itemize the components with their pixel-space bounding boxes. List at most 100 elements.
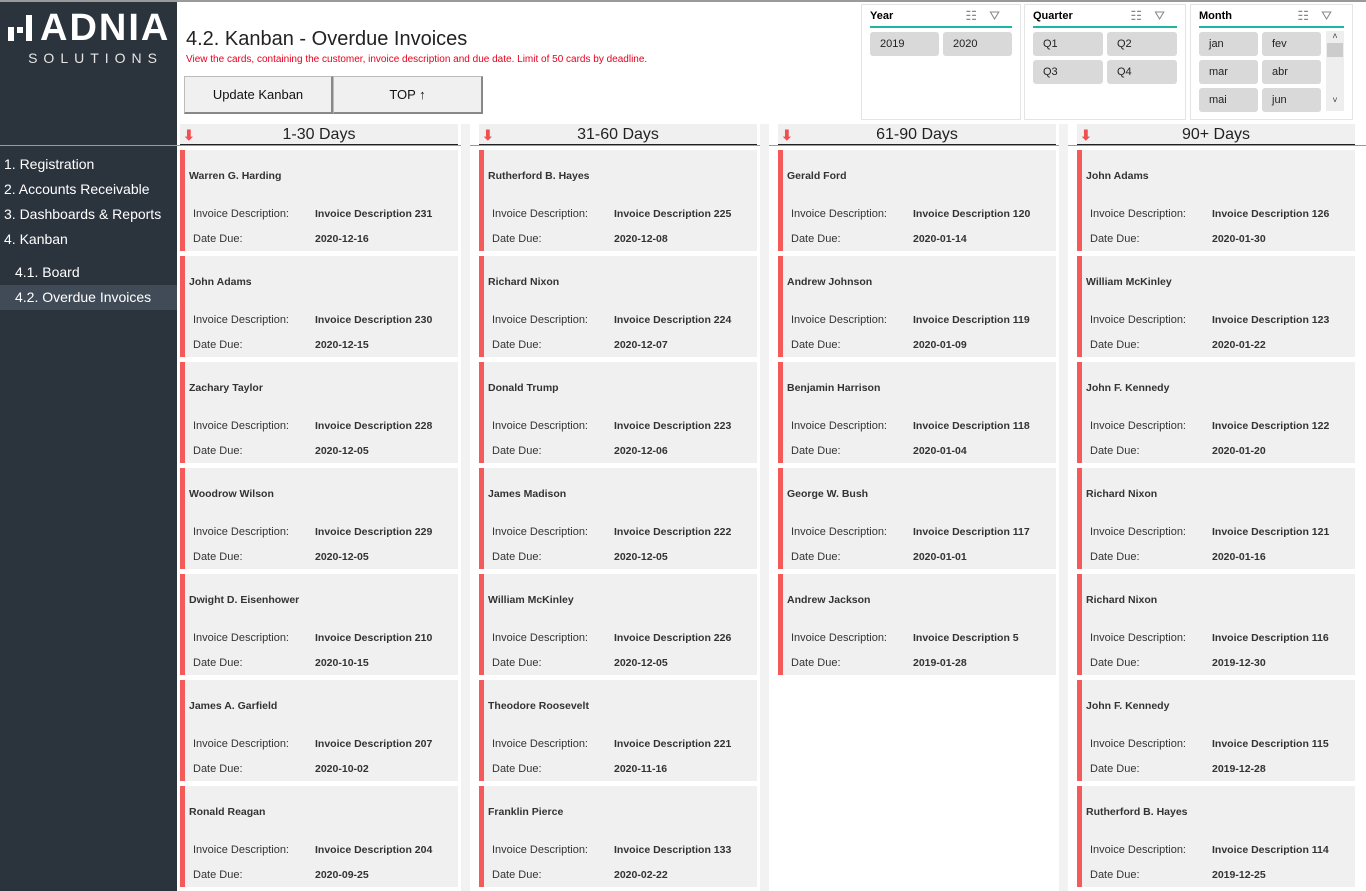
- invoice-description-label: Invoice Description:: [791, 314, 887, 326]
- invoice-description-value: Invoice Description 119: [913, 314, 1030, 326]
- slicer-option[interactable]: fev: [1262, 32, 1321, 56]
- customer-name: John Adams: [189, 276, 252, 288]
- slicer-option[interactable]: Q1: [1033, 32, 1103, 56]
- invoice-description-label: Invoice Description:: [492, 632, 588, 644]
- top-button[interactable]: TOP ↑: [333, 76, 483, 114]
- nav-item-dashboards[interactable]: 3. Dashboards & Reports: [4, 206, 162, 222]
- kanban-card[interactable]: Dwight D. Eisenhower Invoice Description:…: [180, 574, 458, 675]
- column-header: ⬇ 31-60 Days: [479, 124, 757, 145]
- slicer-option[interactable]: jun: [1262, 88, 1321, 112]
- date-due-label: Date Due:: [193, 869, 243, 881]
- clear-filter-icon[interactable]: ⛛: [1321, 8, 1344, 23]
- kanban-card[interactable]: Richard Nixon Invoice Description: Invoice…: [1077, 468, 1355, 569]
- nav-item-board[interactable]: 4.1. Board: [15, 264, 80, 280]
- date-due-value: 2020-12-16: [315, 233, 369, 245]
- kanban-card[interactable]: William McKinley Invoice Description: Invo…: [1077, 256, 1355, 357]
- scroll-down-icon[interactable]: ˅: [1332, 95, 1338, 105]
- customer-name: Richard Nixon: [1086, 488, 1158, 500]
- slicer-option[interactable]: jan: [1199, 32, 1258, 56]
- multi-select-icon[interactable]: ☷: [965, 8, 990, 23]
- date-due-label: Date Due:: [492, 657, 542, 669]
- invoice-description-label: Invoice Description:: [492, 526, 588, 538]
- kanban-card[interactable]: Zachary Taylor Invoice Description: Invoic…: [180, 362, 458, 463]
- kanban-card[interactable]: Richard Nixon Invoice Description: Invoice…: [1077, 574, 1355, 675]
- logo: ADNIA SOLUTIONS: [8, 8, 168, 66]
- kanban-card[interactable]: William McKinley Invoice Description: Invo…: [479, 574, 757, 675]
- nav-item-registration[interactable]: 1. Registration: [4, 156, 95, 172]
- slicer-option[interactable]: Q4: [1107, 60, 1177, 84]
- kanban-card[interactable]: Richard Nixon Invoice Description: Invoice…: [479, 256, 757, 357]
- kanban-card[interactable]: Ronald Reagan Invoice Description: Invoice…: [180, 786, 458, 887]
- page-title: 4.2. Kanban - Overdue Invoices: [186, 28, 468, 50]
- nav-item-accounts-receivable[interactable]: 2. Accounts Receivable: [4, 181, 150, 197]
- invoice-description-label: Invoice Description:: [193, 208, 289, 220]
- slicer-option[interactable]: abr: [1262, 60, 1321, 84]
- invoice-description-value: Invoice Description 133: [614, 844, 732, 856]
- slicer-option[interactable]: 2019: [870, 32, 939, 56]
- scroll-up-icon[interactable]: ˄: [1332, 31, 1338, 41]
- invoice-description-value: Invoice Description 225: [614, 208, 732, 220]
- clear-filter-icon[interactable]: ⛛: [989, 8, 1012, 23]
- invoice-description-value: Invoice Description 224: [614, 314, 732, 326]
- customer-name: Franklin Pierce: [488, 806, 564, 818]
- kanban-card[interactable]: Andrew Johnson Invoice Description: Invoic…: [778, 256, 1056, 357]
- clear-filter-icon[interactable]: ⛛: [1154, 8, 1177, 23]
- kanban-card[interactable]: John F. Kennedy Invoice Description: Invoi…: [1077, 680, 1355, 781]
- kanban-card[interactable]: George W. Bush Invoice Description: Invoic…: [778, 468, 1056, 569]
- invoice-description-label: Invoice Description:: [791, 526, 887, 538]
- invoice-description-label: Invoice Description:: [1090, 420, 1186, 432]
- column-header: ⬇ 90+ Days: [1077, 124, 1355, 145]
- nav-menu: 1. Registration 2. Accounts Receivable 3…: [0, 154, 177, 310]
- nav-item-overdue-invoices[interactable]: 4.2. Overdue Invoices: [0, 285, 177, 310]
- logo-subtext: SOLUTIONS: [28, 50, 163, 66]
- kanban-card[interactable]: Woodrow Wilson Invoice Description: Invoic…: [180, 468, 458, 569]
- invoice-description-label: Invoice Description:: [492, 420, 588, 432]
- multi-select-icon[interactable]: ☷: [1297, 8, 1322, 23]
- kanban-card[interactable]: James A. Garfield Invoice Description: Inv…: [180, 680, 458, 781]
- invoice-description-value: Invoice Description 231: [315, 208, 433, 220]
- date-due-label: Date Due:: [1090, 551, 1140, 563]
- invoice-description-label: Invoice Description:: [193, 738, 289, 750]
- kanban-card[interactable]: Theodore Roosevelt Invoice Description: In…: [479, 680, 757, 781]
- date-due-label: Date Due:: [492, 233, 542, 245]
- slicer-option[interactable]: 2020: [943, 32, 1012, 56]
- page-subtitle: View the cards, containing the customer,…: [186, 54, 648, 65]
- update-kanban-button[interactable]: Update Kanban: [184, 76, 333, 114]
- customer-name: Gerald Ford: [787, 170, 847, 182]
- invoice-description-label: Invoice Description:: [193, 420, 289, 432]
- slicer-option[interactable]: mai: [1199, 88, 1258, 112]
- column-title: 90+ Days: [1181, 126, 1251, 143]
- slicer-option[interactable]: Q2: [1107, 32, 1177, 56]
- customer-name: John F. Kennedy: [1086, 382, 1170, 394]
- kanban-card[interactable]: Warren G. Harding Invoice Description: Inv…: [180, 150, 458, 251]
- invoice-description-value: Invoice Description 115: [1212, 738, 1329, 750]
- kanban-card[interactable]: Rutherford B. Hayes Invoice Description: I…: [479, 150, 757, 251]
- kanban-card[interactable]: Donald Trump Invoice Description: Invoice …: [479, 362, 757, 463]
- slicer-option[interactable]: mar: [1199, 60, 1258, 84]
- customer-name: Rutherford B. Hayes: [488, 170, 590, 182]
- invoice-description-label: Invoice Description:: [193, 314, 289, 326]
- invoice-description-value: Invoice Description 210: [315, 632, 433, 644]
- customer-name: Dwight D. Eisenhower: [189, 594, 300, 606]
- customer-name: Rutherford B. Hayes: [1086, 806, 1188, 818]
- customer-name: John Adams: [1086, 170, 1149, 182]
- multi-select-icon[interactable]: ☷: [1130, 8, 1155, 23]
- kanban-card[interactable]: Franklin Pierce Invoice Description: Invoi…: [479, 786, 757, 887]
- kanban-card[interactable]: John Adams Invoice Description: Invoice De…: [1077, 150, 1355, 251]
- kanban-card[interactable]: Rutherford B. Hayes Invoice Description: I…: [1077, 786, 1355, 887]
- date-due-label: Date Due:: [1090, 657, 1140, 669]
- month-scrollbar[interactable]: ˄ ˅: [1326, 31, 1344, 111]
- kanban-card[interactable]: Benjamin Harrison Invoice Description: Inv…: [778, 362, 1056, 463]
- kanban-card[interactable]: John F. Kennedy Invoice Description: Invoi…: [1077, 362, 1355, 463]
- invoice-description-value: Invoice Description 116: [1212, 632, 1329, 644]
- invoice-description-label: Invoice Description:: [1090, 208, 1186, 220]
- kanban-card[interactable]: Gerald Ford Invoice Description: Invoice D…: [778, 150, 1056, 251]
- invoice-description-label: Invoice Description:: [791, 632, 887, 644]
- nav-item-kanban[interactable]: 4. Kanban: [4, 231, 68, 247]
- invoice-description-value: Invoice Description 204: [315, 844, 433, 856]
- kanban-card[interactable]: John Adams Invoice Description: Invoice De…: [180, 256, 458, 357]
- kanban-card[interactable]: Andrew Jackson Invoice Description: Invoic…: [778, 574, 1056, 675]
- slicer-option[interactable]: Q3: [1033, 60, 1103, 84]
- kanban-card[interactable]: James Madison Invoice Description: Invoice…: [479, 468, 757, 569]
- invoice-description-label: Invoice Description:: [791, 208, 887, 220]
